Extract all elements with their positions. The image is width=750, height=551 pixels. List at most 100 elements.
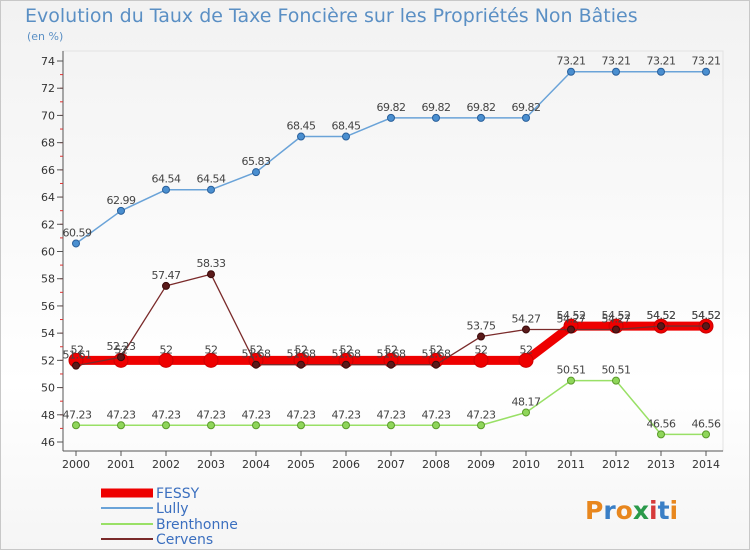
unit-label: (en %) [27,30,64,43]
data-label-brenthonne: 46.56 [647,417,676,430]
data-label-brenthonne: 47.23 [152,408,181,421]
y-tick-label: 70 [41,109,55,122]
data-label-fessy: 52 [520,343,533,356]
data-label-lully: 60.59 [63,226,92,239]
data-label-lully: 73.21 [692,55,721,68]
data-label-lully: 73.21 [557,55,586,68]
x-tick-label: 2003 [197,458,225,471]
point-fessy [203,352,219,368]
data-label-cervens: 54.52 [692,309,721,322]
data-label-brenthonne: 47.23 [377,408,406,421]
data-label-fessy: 54.52 [602,309,631,322]
data-label-brenthonne: 50.51 [557,364,586,377]
data-label-cervens: 51.68 [287,348,316,361]
data-label-cervens: 51.68 [377,348,406,361]
data-label-lully: 65.83 [242,155,271,168]
legend-label-fessy: FESSY [156,486,200,502]
data-label-cervens: 51.61 [63,349,92,362]
data-label-cervens: 58.33 [197,257,226,270]
point-brenthonne [72,421,80,430]
data-label-cervens: 54.52 [647,309,676,322]
series-line-lully [75,70,707,245]
data-label-brenthonne: 47.23 [107,408,136,421]
point-lully [477,113,485,122]
point-lully [207,185,215,194]
point-fessy [473,352,489,368]
data-label-lully: 68.45 [332,120,361,133]
data-label-brenthonne: 47.23 [197,408,226,421]
chart-title: Evolution du Taux de Taxe Foncière sur l… [25,5,638,27]
point-brenthonne [657,430,665,439]
x-tick-label: 2000 [62,458,90,471]
point-brenthonne [477,421,485,430]
y-tick-label: 54 [41,327,55,340]
point-cervens [702,322,710,331]
y-tick-label: 60 [41,246,55,259]
data-label-brenthonne: 47.23 [467,408,496,421]
point-brenthonne [252,421,260,430]
point-brenthonne [567,376,575,385]
point-brenthonne [297,421,305,430]
point-lully [702,67,710,76]
y-tick-label: 68 [41,137,55,150]
x-tick-label: 2005 [287,458,315,471]
point-cervens [342,360,350,369]
x-tick-label: 2014 [692,458,720,471]
data-label-cervens: 54.27 [512,312,541,325]
data-label-cervens: 57.47 [152,269,181,282]
point-brenthonne [702,430,710,439]
point-lully [297,132,305,141]
data-label-brenthonne: 47.23 [422,408,451,421]
data-label-brenthonne: 50.51 [602,364,631,377]
data-label-fessy: 52 [160,343,173,356]
data-label-lully: 69.82 [422,101,451,114]
legend-label-brenthonne: Brenthonne [156,517,238,533]
point-cervens [207,270,215,279]
point-cervens [432,360,440,369]
y-tick-label: 50 [41,382,55,395]
data-label-fessy: 52 [430,343,443,356]
point-cervens [567,325,575,334]
point-lully [387,113,395,122]
point-lully [162,185,170,194]
point-lully [252,168,260,177]
point-brenthonne [117,421,125,430]
y-tick-label: 64 [41,191,55,204]
point-lully [612,67,620,76]
data-label-lully: 69.82 [467,101,496,114]
point-cervens [522,325,530,334]
data-label-lully: 64.54 [152,173,181,186]
point-brenthonne [162,421,170,430]
point-cervens [252,360,260,369]
data-label-fessy: 52 [250,343,263,356]
data-label-fessy: 54.52 [692,309,721,322]
data-label-cervens: 51.68 [242,348,271,361]
y-tick-label: 62 [41,218,55,231]
point-cervens [657,322,665,331]
x-tick-label: 2007 [377,458,405,471]
data-label-fessy: 52 [205,343,218,356]
point-brenthonne [207,421,215,430]
point-brenthonne [522,408,530,417]
x-tick-label: 2009 [467,458,495,471]
data-label-fessy: 54.52 [647,309,676,322]
point-cervens [387,360,395,369]
y-tick-label: 48 [41,409,55,422]
point-cervens [477,332,485,341]
data-label-fessy: 52 [295,343,308,356]
data-label-lully: 62.99 [107,194,136,207]
data-label-brenthonne: 47.23 [287,408,316,421]
x-tick-label: 2012 [602,458,630,471]
data-label-fessy: 52 [340,343,353,356]
y-tick-label: 66 [41,164,55,177]
data-label-fessy: 54.52 [557,309,586,322]
data-label-lully: 73.21 [602,55,631,68]
point-brenthonne [432,421,440,430]
data-label-brenthonne: 47.23 [332,408,361,421]
data-label-fessy: 52 [115,343,128,356]
point-cervens [297,360,305,369]
y-tick-label: 74 [41,55,55,68]
point-fessy [518,352,534,368]
y-tick-label: 72 [41,82,55,95]
